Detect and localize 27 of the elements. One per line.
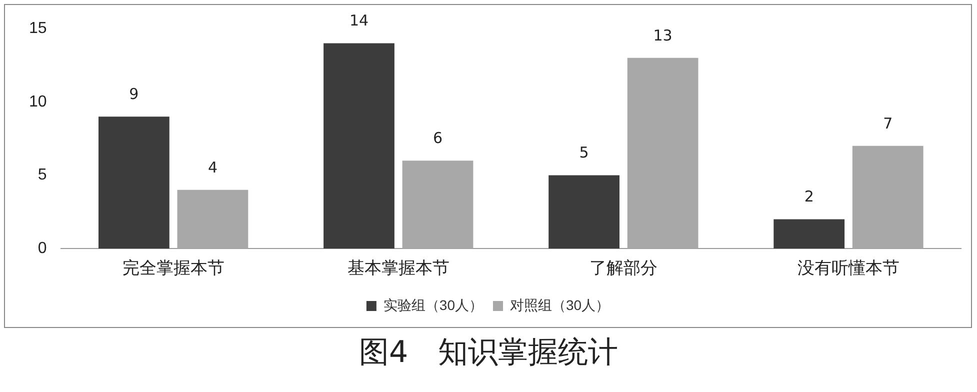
bar xyxy=(852,146,924,249)
bar xyxy=(177,190,248,249)
bar xyxy=(774,219,845,249)
bar xyxy=(627,58,698,249)
y-tick-label: 10 xyxy=(29,93,47,110)
x-tick-label: 基本掌握本节 xyxy=(347,258,450,278)
data-label: 2 xyxy=(804,188,814,206)
y-tick-label: 0 xyxy=(38,240,47,258)
bar xyxy=(98,116,170,249)
data-label: 9 xyxy=(129,84,139,103)
data-label: 4 xyxy=(208,158,218,176)
data-label: 7 xyxy=(883,114,893,132)
data-label: 5 xyxy=(579,144,589,162)
legend-label: 对照组（30人） xyxy=(510,296,610,313)
bar xyxy=(402,160,474,249)
data-label: 14 xyxy=(349,12,369,30)
bar xyxy=(548,175,620,249)
x-tick-label: 了解部分 xyxy=(589,258,658,278)
legend-label: 实验组（30人） xyxy=(383,296,484,313)
x-tick-label: 没有听懂本节 xyxy=(797,258,900,278)
text: 图4 知识掌握统计 xyxy=(358,334,620,372)
y-tick-label: 5 xyxy=(38,166,47,184)
bar xyxy=(324,43,394,249)
x-tick-label: 完全掌握本节 xyxy=(122,258,224,278)
data-label: 13 xyxy=(653,26,672,44)
data-label: 6 xyxy=(432,128,443,147)
y-tick-label: 15 xyxy=(29,20,47,38)
